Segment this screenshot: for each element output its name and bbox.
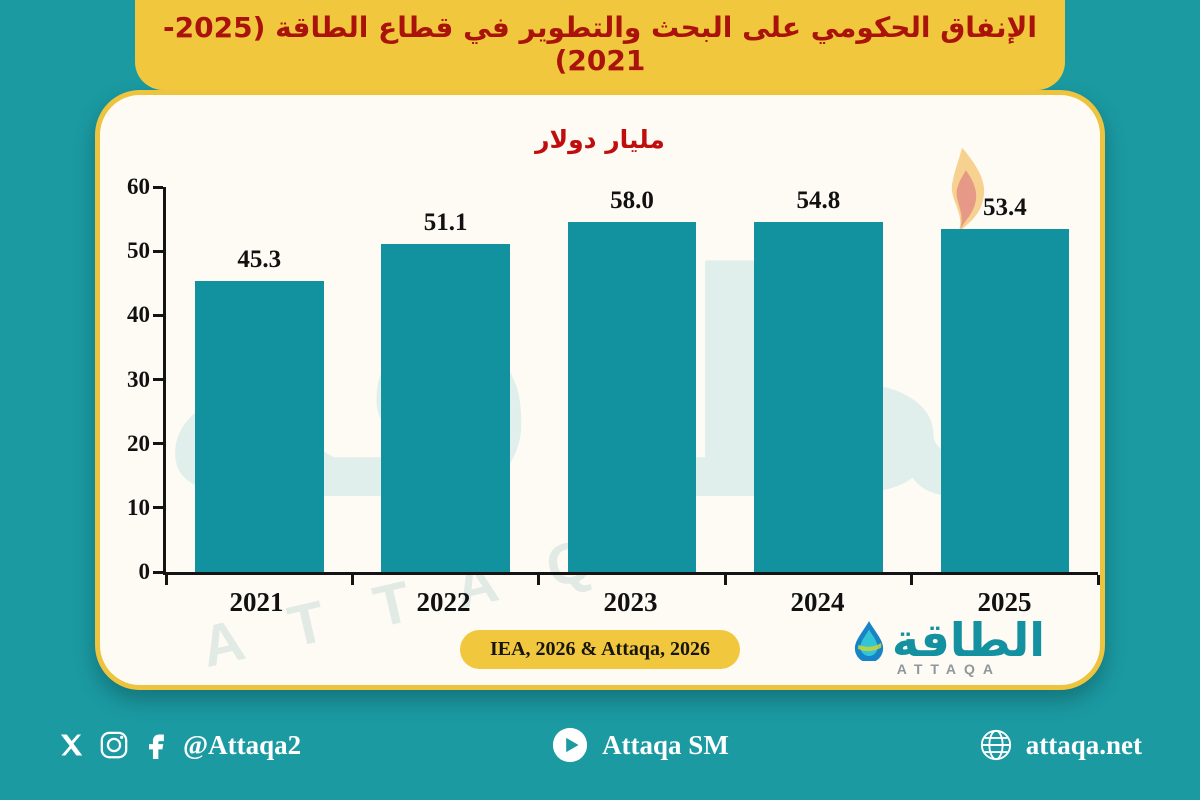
header-banner: الإنفاق الحكومي على البحث والتطوير في قط…	[135, 0, 1065, 90]
bar-2021	[194, 281, 324, 572]
x-tick-mark	[350, 575, 354, 585]
y-tick-mark	[153, 249, 163, 253]
attaqa-logo: الطاقة ATTAQA	[853, 612, 1045, 677]
x-tick-mark	[164, 575, 168, 585]
y-tick-mark	[153, 570, 163, 574]
y-tick-mark	[153, 378, 163, 381]
bar-value-label: 54.8	[796, 187, 841, 214]
bar-2025	[940, 229, 1070, 572]
plot-area: 45.3 51.1 58.0 54.8 53.4 0 10 20 30 40 50 60	[127, 174, 1100, 585]
y-tick-label: 0	[138, 559, 151, 584]
y-tick-mark	[153, 506, 163, 510]
water-drop-icon	[853, 619, 885, 661]
y-tick-mark	[153, 185, 163, 189]
chart-title: مليار دولار	[535, 125, 665, 154]
bar-slot: 45.3	[166, 187, 352, 572]
facebook-icon	[142, 730, 170, 760]
x-tick-mark	[1096, 575, 1100, 585]
y-tick-label: 40	[127, 302, 150, 328]
y-tick-mark	[153, 313, 163, 317]
youtube-icon	[551, 726, 589, 764]
x-category-label: 2021	[229, 587, 284, 617]
bar-2023	[567, 222, 697, 572]
y-tick-label: 50	[127, 238, 150, 264]
website-url: attaqa.net	[1025, 729, 1142, 760]
x-category-label: 2025	[977, 587, 1032, 617]
bar-slot: 53.4	[912, 187, 1098, 572]
bar-slot: 54.8	[725, 187, 911, 572]
social-handle: @Attaqa2	[183, 729, 302, 760]
x-tick-mark	[723, 575, 727, 585]
y-tick-label: 30	[127, 366, 150, 392]
youtube-channel-group: Attaqa SM	[551, 726, 729, 764]
logo-arabic-text: الطاقة	[891, 612, 1045, 667]
bar-slot: 51.1	[352, 187, 538, 572]
y-tick-label: 20	[127, 430, 150, 456]
bar-2022	[381, 244, 510, 572]
page-title: الإنفاق الحكومي على البحث والتطوير في قط…	[163, 11, 1037, 77]
bar-slot: 58.0	[539, 187, 725, 572]
x-category-label: 2022	[416, 587, 471, 617]
social-links-group: @Attaqa2	[58, 730, 301, 761]
website-group: attaqa.net	[979, 728, 1142, 762]
x-tick-mark	[537, 575, 541, 585]
source-badge: IEA, 2026 & Attaqa, 2026	[459, 630, 741, 669]
x-tick-mark	[910, 575, 914, 585]
footer: @Attaqa2 Attaqa SM attaqa.net	[0, 690, 1200, 800]
y-tick-mark	[153, 442, 163, 446]
bar-value-label: 58.0	[610, 187, 654, 214]
globe-icon	[979, 728, 1013, 762]
bar-value-label: 51.1	[423, 209, 468, 237]
x-labels-row: 2021 2022 2023 2024 2025	[163, 587, 1098, 618]
bar-2024	[754, 222, 883, 572]
bar-value-label: 45.3	[237, 246, 282, 274]
x-category-label: 2023	[603, 587, 658, 617]
instagram-icon	[99, 730, 129, 760]
bars-row: 45.3 51.1 58.0 54.8 53.4	[166, 187, 1098, 572]
x-icon	[58, 731, 86, 759]
chart-card: الطاقة ATTAQA مليار دولار 45.3 51.1 58.0 54…	[95, 90, 1105, 690]
channel-name: Attaqa SM	[602, 729, 729, 760]
y-tick-label: 10	[127, 494, 150, 520]
logo-latin-text: ATTAQA	[896, 661, 1002, 677]
x-category-label: 2024	[790, 587, 845, 617]
bar-value-label: 53.4	[982, 194, 1027, 222]
y-tick-label: 60	[127, 174, 150, 199]
